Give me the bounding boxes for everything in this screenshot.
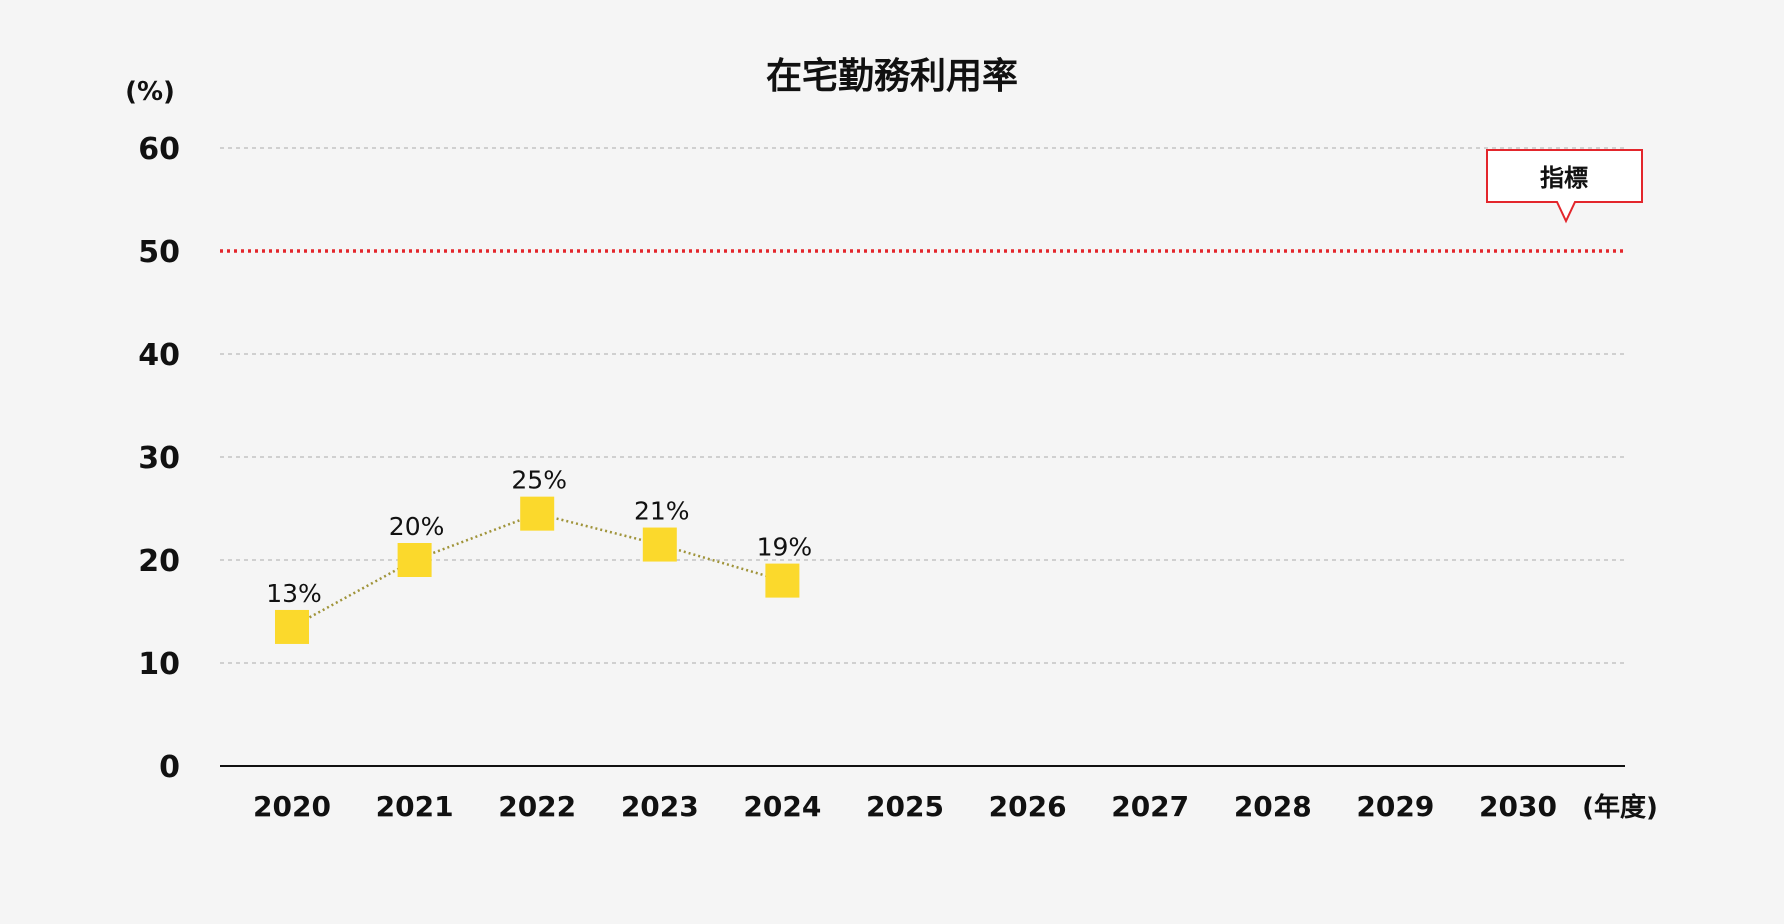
x-tick-label: 2025 [866,790,944,823]
data-labels: 13% 20% 25% 21% 19% [266,466,812,608]
y-tick-label: 60 [138,132,180,167]
y-axis-ticks: 0 10 20 30 40 50 60 [138,132,180,785]
target-line-group: 指標 [220,149,1643,253]
series-line-segment [659,543,783,582]
y-tick-label: 10 [138,647,180,682]
x-tick-label: 2022 [498,790,576,823]
chart-title: 在宅勤務利用率 [766,55,1018,97]
series-line-segment [291,558,416,629]
y-tick-label: 30 [138,441,180,476]
x-tick-label: 2023 [621,790,699,823]
x-tick-label: 2020 [253,790,331,823]
series-line-segment [414,512,538,562]
data-label: 21% [634,497,690,526]
target-callout-label: 指標 [1540,164,1588,192]
x-tick-label: 2029 [1356,790,1434,823]
data-point-marker [275,609,309,644]
x-tick-label: 2030 [1479,790,1557,823]
x-axis-unit: (年度) [1582,792,1658,823]
x-tick-label: 2027 [1111,790,1189,823]
gridlines [220,147,1625,767]
data-point-marker [397,543,432,577]
x-tick-label: 2026 [989,790,1067,823]
data-label: 25% [511,466,567,495]
y-axis-unit: (%) [125,77,175,107]
x-tick-label: 2028 [1234,790,1312,823]
y-tick-label: 20 [138,544,180,579]
x-tick-label: 2021 [376,790,454,823]
data-point-marker [765,563,800,598]
data-point-marker [520,496,555,531]
x-tick-label: 2024 [743,790,821,823]
target-callout-box [1486,149,1643,224]
y-tick-label: 0 [159,750,180,785]
data-label: 20% [389,512,445,541]
y-tick-label: 50 [138,235,180,270]
data-point-marker [642,527,677,562]
series-line-segment [536,512,661,546]
x-axis-ticks: 2020 2021 2022 2023 2024 2025 2026 2027 2028 2029… [253,790,1557,823]
y-tick-label: 40 [138,338,180,373]
data-label: 19% [757,533,813,562]
data-label: 13% [266,579,322,608]
series-line-group [291,512,783,629]
data-markers [275,496,800,644]
